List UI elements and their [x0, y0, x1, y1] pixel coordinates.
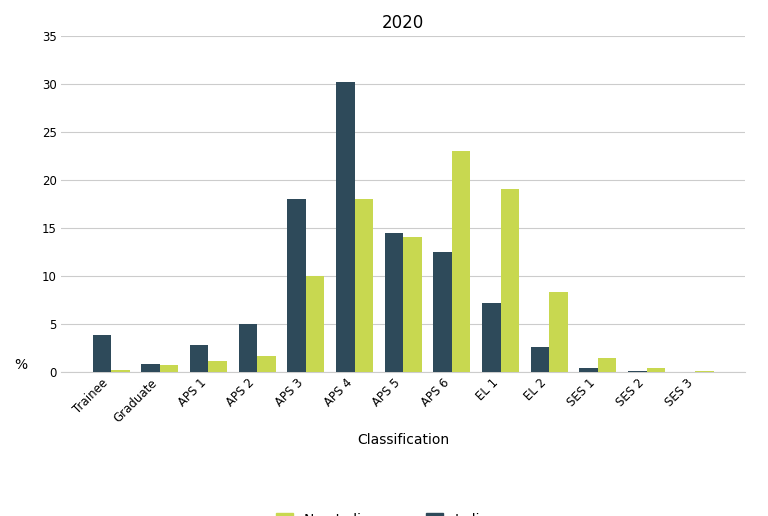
Bar — [549, 292, 568, 372]
Bar — [598, 358, 617, 372]
Bar — [92, 335, 111, 372]
Y-axis label: %: % — [14, 358, 27, 372]
Bar — [433, 252, 452, 372]
X-axis label: Classification: Classification — [357, 433, 449, 447]
Bar — [452, 151, 471, 372]
Bar — [628, 370, 647, 372]
Bar — [160, 365, 178, 372]
Bar — [647, 368, 665, 372]
Bar — [482, 302, 501, 372]
Bar — [239, 324, 257, 372]
Bar — [111, 369, 130, 372]
Bar — [141, 364, 160, 372]
Bar — [306, 276, 324, 372]
Bar — [403, 237, 422, 372]
Bar — [695, 370, 714, 372]
Bar — [287, 199, 306, 372]
Bar — [257, 356, 276, 372]
Bar — [531, 347, 549, 372]
Bar — [208, 361, 227, 372]
Title: 2020: 2020 — [382, 14, 425, 32]
Bar — [355, 199, 373, 372]
Bar — [580, 368, 598, 372]
Bar — [501, 189, 519, 372]
Bar — [385, 233, 403, 372]
Legend: Non-Indigenous, Indigenous: Non-Indigenous, Indigenous — [270, 506, 537, 516]
Bar — [190, 345, 208, 372]
Bar — [336, 82, 355, 372]
